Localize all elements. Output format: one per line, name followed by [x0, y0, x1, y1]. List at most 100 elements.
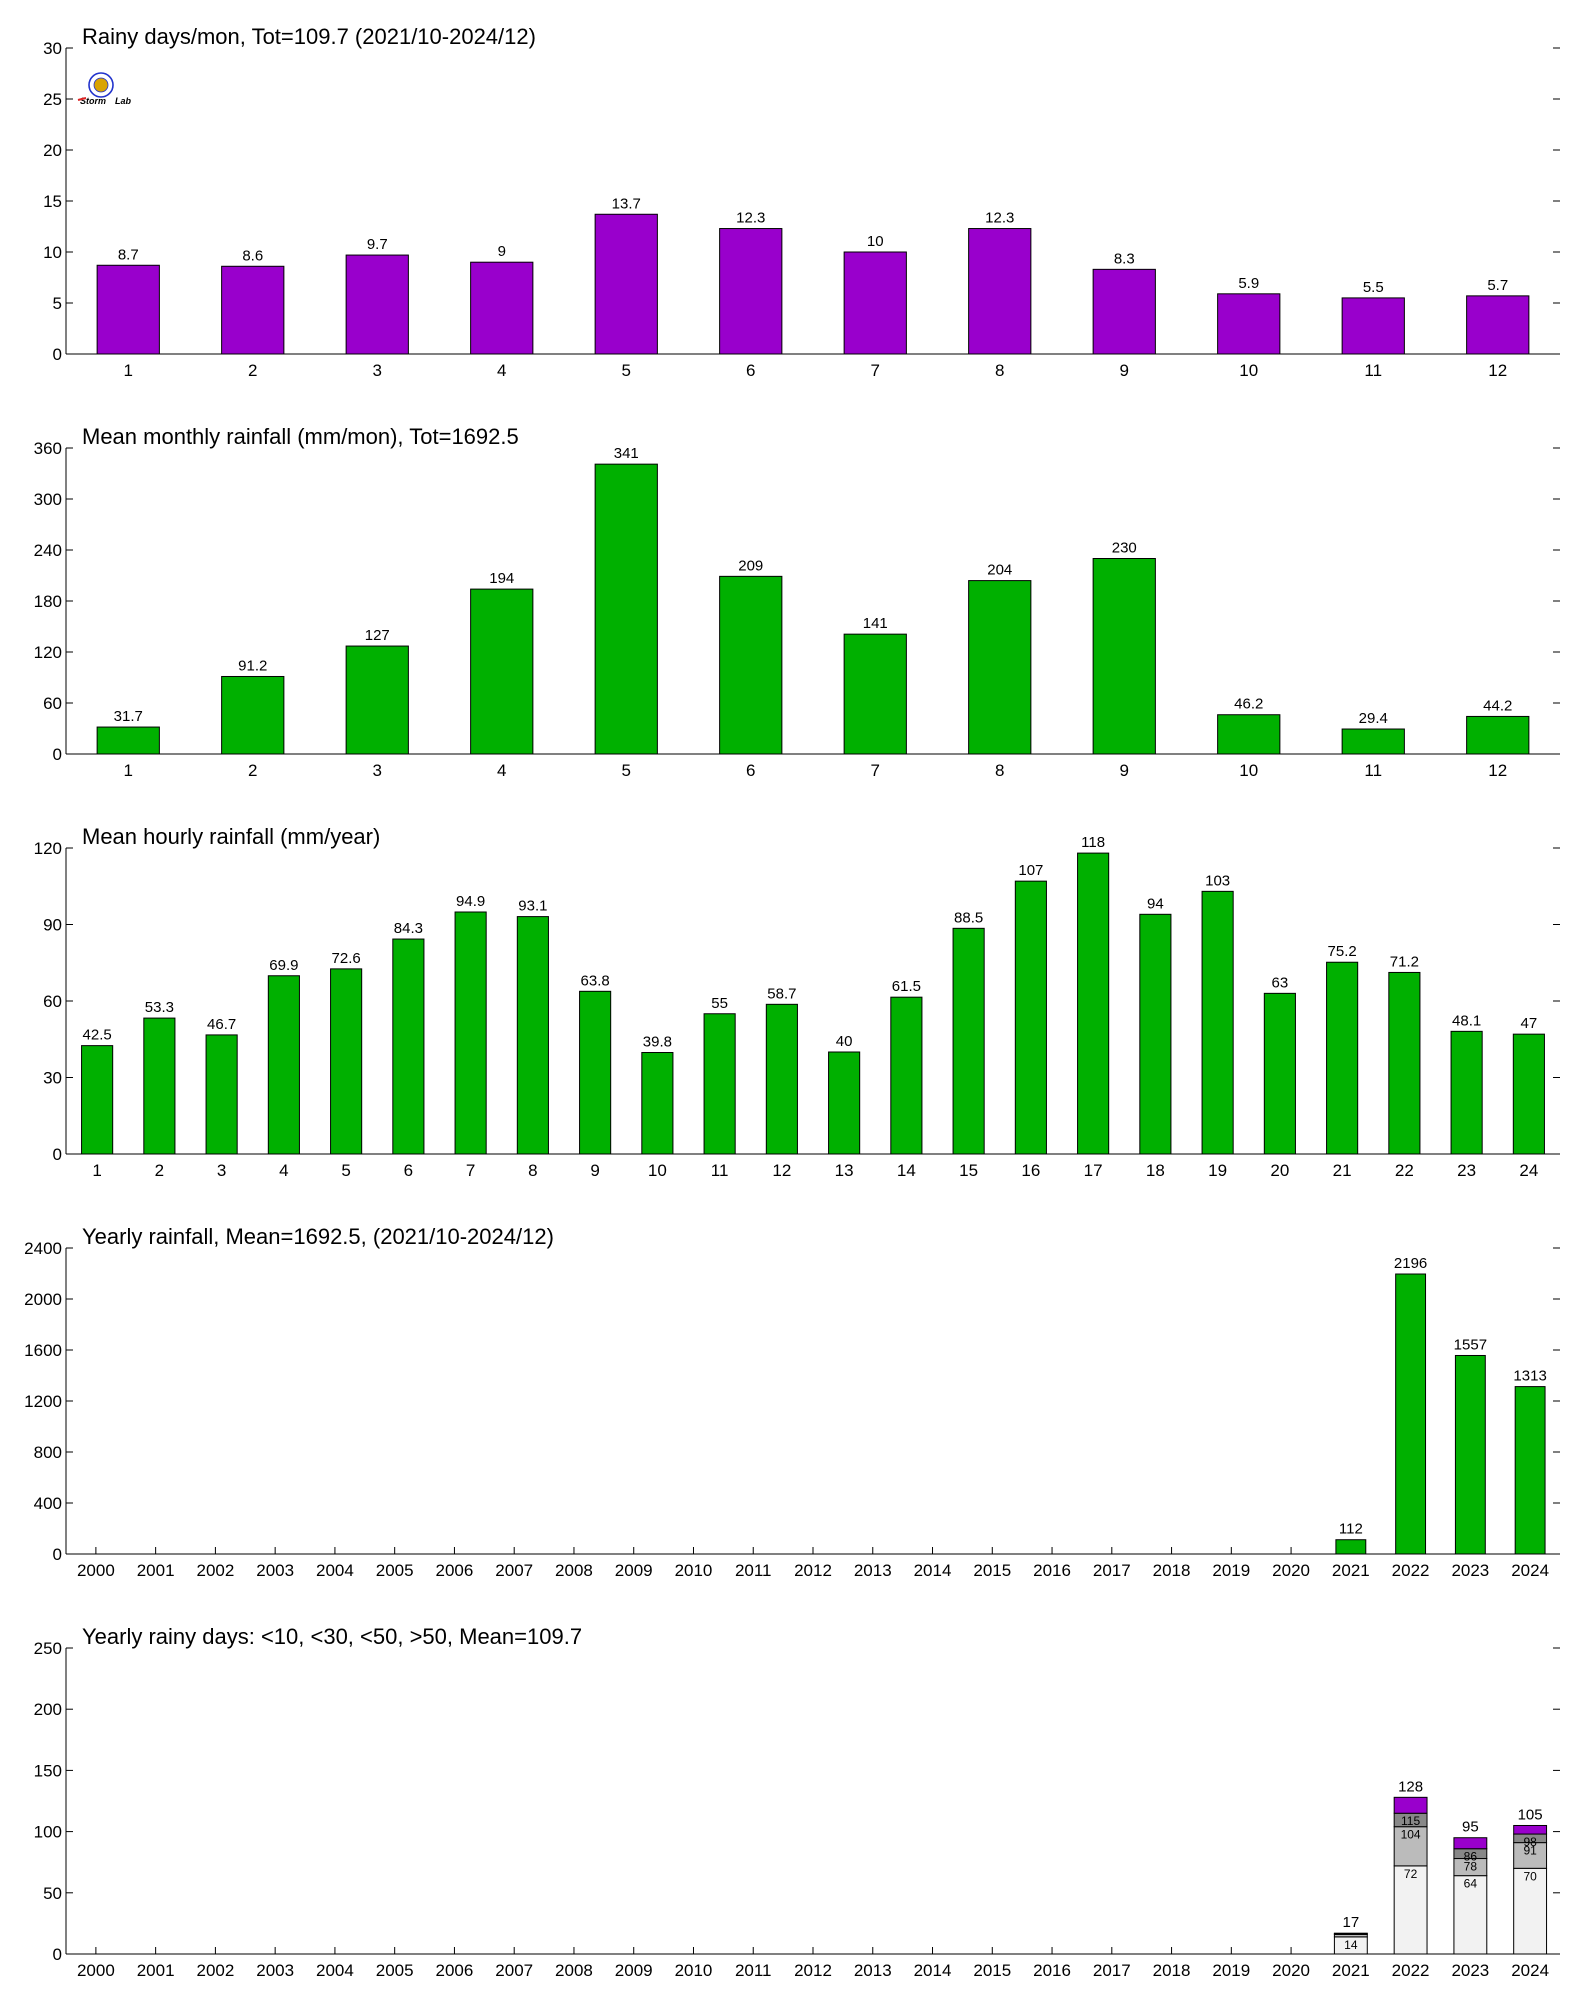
x-tick-label: 2019 — [1212, 1561, 1250, 1580]
y-tick-label: 120 — [34, 643, 62, 662]
bar-value-label: 204 — [987, 562, 1012, 579]
x-tick-label: 5 — [341, 1161, 350, 1180]
bar-value-label: 5.5 — [1363, 279, 1384, 296]
x-tick-label: 2016 — [1033, 1561, 1071, 1580]
bar — [1388, 971, 1421, 1155]
bar — [843, 251, 907, 355]
y-tick-label: 25 — [43, 90, 62, 109]
segment-value-label: 64 — [1464, 1877, 1478, 1891]
x-tick-label: 20 — [1270, 1161, 1289, 1180]
x-tick-label: 2005 — [376, 1961, 414, 1980]
logo-swoosh — [77, 97, 87, 101]
bar — [968, 228, 1032, 355]
bar — [470, 261, 534, 355]
x-tick-label: 3 — [373, 761, 382, 780]
yearly-rainy-days-chart: Yearly rainy days: <10, <30, <50, >50, M… — [34, 1624, 1560, 1980]
bar — [843, 633, 907, 755]
bar — [345, 254, 409, 355]
bar-value-label: 39.8 — [643, 1034, 672, 1051]
logo-text-left: Storm — [80, 96, 106, 106]
bar — [1139, 913, 1172, 1155]
chart-title: Yearly rainy days: <10, <30, <50, >50, M… — [82, 1624, 582, 1649]
x-tick-label: 2017 — [1093, 1961, 1131, 1980]
bar — [1341, 728, 1405, 755]
bar-value-label: 9.7 — [367, 236, 388, 253]
y-tick-label: 1200 — [24, 1392, 62, 1411]
bar — [968, 580, 1032, 755]
bar — [221, 265, 285, 355]
bar — [719, 575, 783, 755]
x-tick-label: 2010 — [675, 1961, 713, 1980]
x-tick-label: 2020 — [1272, 1961, 1310, 1980]
bar-value-label: 5.7 — [1487, 277, 1508, 294]
bar — [470, 588, 534, 755]
x-tick-label: 10 — [1239, 761, 1258, 780]
y-tick-label: 150 — [34, 1761, 62, 1780]
x-tick-label: 13 — [835, 1161, 854, 1180]
bar-value-label: 141 — [863, 615, 888, 632]
x-tick-label: 2002 — [196, 1561, 234, 1580]
x-tick-label: 21 — [1333, 1161, 1352, 1180]
bar-value-label: 61.5 — [892, 978, 921, 995]
bar — [516, 916, 549, 1155]
bar-value-label: 1313 — [1513, 1368, 1546, 1385]
bar-value-label: 55 — [711, 995, 728, 1012]
bar — [1514, 1386, 1546, 1555]
bar — [719, 228, 783, 355]
x-tick-label: 6 — [746, 361, 755, 380]
x-tick-label: 2002 — [196, 1961, 234, 1980]
x-tick-label: 12 — [1488, 761, 1507, 780]
segment-value-label: 91 — [1523, 1844, 1537, 1858]
x-tick-label: 8 — [528, 1161, 537, 1180]
bar-value-label: 230 — [1112, 540, 1137, 557]
y-tick-label: 90 — [43, 916, 62, 935]
y-tick-label: 10 — [43, 243, 62, 262]
x-tick-label: 7 — [871, 361, 880, 380]
y-tick-label: 2400 — [24, 1239, 62, 1258]
segment-value-label: 14 — [1344, 1938, 1358, 1952]
x-tick-label: 2022 — [1392, 1561, 1430, 1580]
x-tick-label: 2 — [248, 361, 257, 380]
x-tick-label: 2004 — [316, 1561, 354, 1580]
x-tick-label: 15 — [959, 1161, 978, 1180]
x-tick-label: 2009 — [615, 1561, 653, 1580]
bar-value-label: 31.7 — [114, 708, 143, 725]
bar — [205, 1034, 238, 1155]
stacked-bar-segment — [1513, 1824, 1548, 1835]
bar — [1450, 1030, 1483, 1155]
y-tick-label: 0 — [53, 1945, 62, 1964]
y-tick-label: 30 — [43, 1069, 62, 1088]
x-tick-label: 2024 — [1511, 1561, 1549, 1580]
x-tick-label: 2020 — [1272, 1561, 1310, 1580]
x-tick-label: 2009 — [615, 1961, 653, 1980]
bar — [1092, 268, 1156, 355]
bar-value-label: 2196 — [1394, 1255, 1427, 1272]
stack-total-label: 128 — [1398, 1778, 1423, 1795]
x-tick-label: 12 — [1488, 361, 1507, 380]
x-tick-label: 14 — [897, 1161, 916, 1180]
x-tick-label: 3 — [217, 1161, 226, 1180]
x-tick-label: 16 — [1021, 1161, 1040, 1180]
bar-value-label: 12.3 — [736, 210, 765, 227]
bar-value-label: 72.6 — [332, 950, 361, 967]
x-tick-label: 2021 — [1332, 1561, 1370, 1580]
y-tick-label: 0 — [53, 1545, 62, 1564]
x-tick-label: 2023 — [1451, 1961, 1489, 1980]
bar — [143, 1017, 176, 1155]
stack-total-label: 17 — [1342, 1914, 1359, 1931]
bar-value-label: 112 — [1339, 1521, 1363, 1538]
y-tick-label: 120 — [34, 839, 62, 858]
bar-value-label: 48.1 — [1452, 1012, 1481, 1029]
segment-value-label: 104 — [1401, 1828, 1421, 1842]
x-tick-label: 2011 — [735, 1561, 772, 1580]
stack-total-label: 105 — [1518, 1806, 1543, 1823]
bar — [703, 1013, 736, 1155]
bar-value-label: 341 — [614, 445, 639, 462]
bar — [1335, 1539, 1367, 1555]
x-tick-label: 7 — [871, 761, 880, 780]
bar-value-label: 8.6 — [242, 247, 263, 264]
x-tick-label: 11 — [1364, 361, 1382, 380]
x-tick-label: 9 — [1120, 761, 1129, 780]
y-tick-label: 180 — [34, 592, 62, 611]
bar-value-label: 94 — [1147, 895, 1164, 912]
